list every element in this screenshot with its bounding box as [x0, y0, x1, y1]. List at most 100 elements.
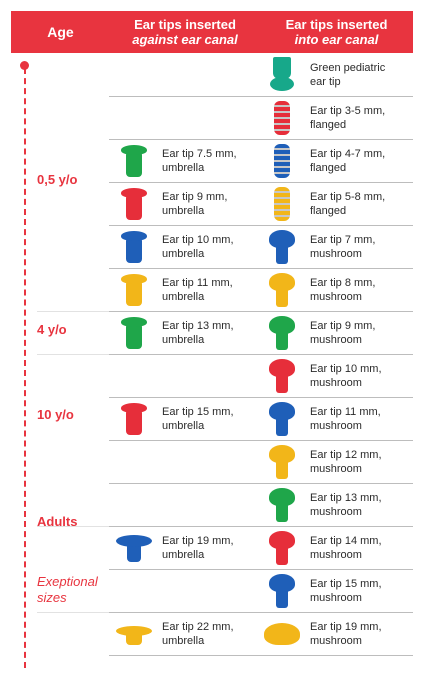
table-header: Age Ear tips inserted against ear canal …: [11, 11, 413, 53]
tip-stem: [276, 285, 288, 307]
into-ear-tip-cell: Ear tip 13 mm, mushroom: [262, 484, 382, 525]
ear-tip-image: [114, 614, 154, 654]
into-ear-tip-cell: Ear tip 7 mm, mushroom: [262, 226, 375, 267]
green-mushroom-ear-tip-icon: [267, 315, 297, 351]
ear-tip-type: flanged: [310, 204, 347, 217]
tip-cap: [121, 187, 147, 198]
tip-cap: [116, 625, 152, 636]
into-ear-tip-cell: Ear tip 5-8 mm, flanged: [262, 183, 385, 224]
header-age: Age: [11, 11, 110, 53]
ear-tip-description: Ear tip 11 mm, umbrella: [162, 276, 233, 304]
age-label-10: 10 y/o: [37, 407, 74, 422]
tip-stem: [276, 586, 288, 608]
row-separator: [109, 139, 413, 140]
tip-cap: [121, 230, 147, 241]
tip-cap: [269, 401, 295, 420]
red-flanged-ear-tip-icon: [269, 100, 295, 136]
ear-tip-description: Ear tip 9 mm, umbrella: [162, 190, 227, 218]
ear-tip-size: Ear tip 7 mm,: [310, 233, 376, 246]
ear-tip-description: Ear tip 9 mm, mushroom: [310, 319, 375, 347]
row-separator: [109, 655, 413, 656]
ear-tip-image: [114, 399, 154, 439]
ear-tip-description: Ear tip 7.5 mm, umbrella: [162, 147, 237, 175]
ear-tip-type: umbrella: [162, 419, 205, 432]
row-separator: [109, 526, 413, 527]
ear-tip-size: Ear tip 3-5 mm,: [310, 104, 386, 117]
tip-stem: [276, 242, 288, 264]
tip-stem: [274, 100, 290, 135]
into-ear-tip-cell: Ear tip 19 mm, mushroom: [262, 613, 382, 654]
header-against-line1: Ear tips inserted: [134, 17, 236, 32]
ear-tip-size: Ear tip 4-7 mm,: [310, 147, 386, 160]
ear-tip-description: Ear tip 19 mm, mushroom: [310, 620, 382, 648]
ear-tip-image: [262, 528, 302, 568]
into-ear-tip-cell: Ear tip 14 mm, mushroom: [262, 527, 382, 568]
ear-tip-type: mushroom: [310, 548, 362, 561]
tip-cap: [269, 487, 295, 506]
ear-tip-description: Ear tip 19 mm, umbrella: [162, 534, 234, 562]
row-separator: [109, 182, 413, 183]
header-into: Ear tips inserted into ear canal: [260, 11, 413, 53]
age-group-separator: [37, 526, 109, 527]
ear-tip-image: [114, 313, 154, 353]
yellow-flanged-ear-tip-icon: [269, 186, 295, 222]
blue-mushroom-ear-tip-icon: [267, 229, 297, 265]
ear-tip-image: [262, 98, 302, 138]
tip-stem: [126, 194, 142, 220]
timeline-start-dot: [20, 61, 29, 70]
ear-tip-image: [262, 614, 302, 654]
ear-tip-type: mushroom: [310, 290, 362, 303]
ear-tip-type: mushroom: [310, 591, 362, 604]
against-ear-tip-cell: Ear tip 10 mm, umbrella: [114, 226, 234, 267]
ear-tip-type: mushroom: [310, 333, 362, 346]
tip-stem: [126, 280, 142, 306]
green-umbrella-ear-tip-icon: [119, 316, 149, 350]
tip-cap: [269, 444, 295, 463]
ear-tip-size: Ear tip 10 mm,: [162, 233, 234, 246]
ear-tip-image: [262, 227, 302, 267]
ear-tip-size: Ear tip 9 mm,: [310, 319, 376, 332]
blue-umbrella-ear-tip-icon: [119, 230, 149, 264]
ear-tip-image: [262, 485, 302, 525]
ear-tip-description: Ear tip 10 mm, umbrella: [162, 233, 234, 261]
ear-tip-type: mushroom: [310, 376, 362, 389]
ear-tip-image: [262, 442, 302, 482]
red-mushroom-ear-tip-icon: [267, 530, 297, 566]
ear-tip-type: umbrella: [162, 161, 205, 174]
age-label-0-5: 0,5 y/o: [37, 172, 78, 187]
tip-stem: [126, 237, 142, 263]
tip-cap: [264, 622, 300, 645]
ear-tip-type: ear tip: [310, 75, 341, 88]
tip-stem: [276, 500, 288, 522]
tip-stem: [127, 541, 141, 562]
tip-cap: [269, 573, 295, 592]
ear-tip-type: mushroom: [310, 462, 362, 475]
tip-stem: [126, 409, 142, 435]
ear-tip-image: [262, 184, 302, 224]
ear-tip-description: Ear tip 3-5 mm, flanged: [310, 104, 385, 132]
tip-cap: [116, 534, 152, 547]
tip-cap: [121, 402, 147, 413]
age-group-separator: [37, 354, 109, 355]
ear-tip-type: umbrella: [162, 634, 205, 647]
ear-tip-description: Ear tip 15 mm, umbrella: [162, 405, 234, 433]
ear-tip-size: Ear tip 22 mm,: [162, 620, 234, 633]
tip-stem: [276, 543, 288, 565]
green-pediatric-ear-tip-icon: [270, 56, 294, 93]
ear-tip-description: Ear tip 8 mm, mushroom: [310, 276, 375, 304]
tip-cap: [121, 273, 147, 284]
ear-tip-size: Ear tip 11 mm,: [310, 405, 381, 418]
row-separator: [109, 397, 413, 398]
ear-tip-size: Ear tip 9 mm,: [162, 190, 228, 203]
row-separator: [109, 483, 413, 484]
ear-tip-image: [262, 270, 302, 310]
header-age-label: Age: [47, 23, 74, 40]
tip-cap: [269, 229, 295, 248]
ear-tip-type: mushroom: [310, 419, 362, 432]
ear-tip-size: Ear tip 14 mm,: [310, 534, 382, 547]
ear-tip-type: flanged: [310, 118, 347, 131]
into-ear-tip-cell: Ear tip 9 mm, mushroom: [262, 312, 375, 353]
ear-tip-size: Ear tip 5-8 mm,: [310, 190, 386, 203]
ear-tip-description: Ear tip 12 mm, mushroom: [310, 448, 382, 476]
